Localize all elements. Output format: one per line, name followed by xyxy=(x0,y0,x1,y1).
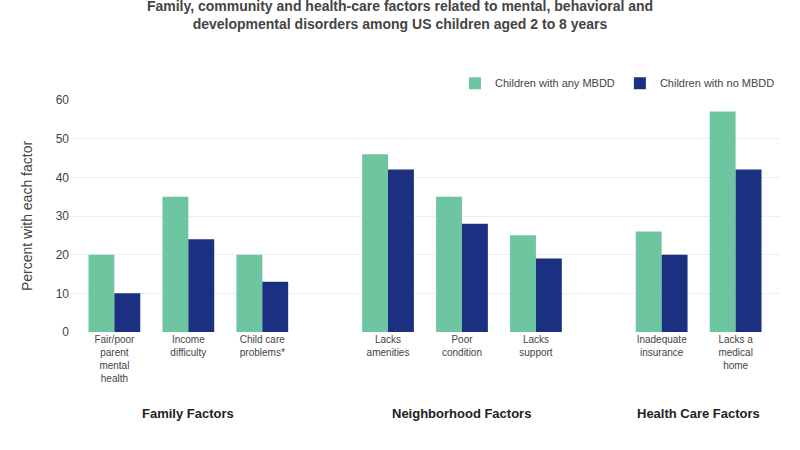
svg-text:60: 60 xyxy=(56,93,70,107)
svg-text:Children with any MBDD: Children with any MBDD xyxy=(495,77,615,89)
svg-text:Child careproblems*: Child careproblems* xyxy=(240,334,285,358)
svg-text:Poorcondition: Poorcondition xyxy=(442,334,482,358)
svg-text:10: 10 xyxy=(56,287,70,301)
svg-text:Lackssupport: Lackssupport xyxy=(519,334,553,358)
svg-text:20: 20 xyxy=(56,248,70,262)
svg-text:50: 50 xyxy=(56,132,70,146)
svg-text:Percent with each factor: Percent with each factor xyxy=(19,141,35,292)
svg-text:Family Factors: Family Factors xyxy=(142,406,234,421)
svg-text:Lacks amedicalhome: Lacks amedicalhome xyxy=(718,334,753,371)
svg-text:Neighborhood Factors: Neighborhood Factors xyxy=(392,406,531,421)
svg-text:0: 0 xyxy=(62,325,69,339)
svg-text:Lacksamenities: Lacksamenities xyxy=(367,334,410,358)
svg-text:Incomedifficulty: Incomedifficulty xyxy=(170,334,206,358)
svg-text:Health Care Factors: Health Care Factors xyxy=(637,406,760,421)
svg-text:Fair/poorparentmentalhealth: Fair/poorparentmentalhealth xyxy=(94,334,135,384)
svg-text:40: 40 xyxy=(56,171,70,185)
svg-text:30: 30 xyxy=(56,209,70,223)
svg-text:Inadequateinsurance: Inadequateinsurance xyxy=(637,334,687,358)
svg-text:Family, community and health-c: Family, community and health-care factor… xyxy=(147,0,653,32)
svg-text:Children with no MBDD: Children with no MBDD xyxy=(660,77,774,89)
